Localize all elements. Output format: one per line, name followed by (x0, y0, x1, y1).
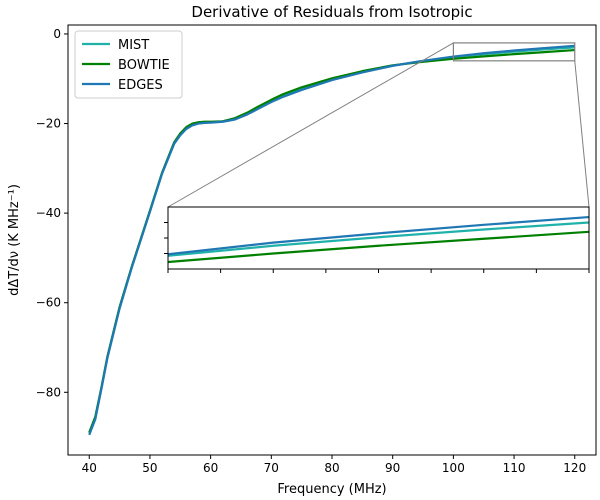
legend-label-edges: EDGES (118, 78, 163, 93)
x-axis-label: Frequency (MHz) (277, 482, 386, 497)
y-tick-label: −20 (36, 117, 61, 131)
inset-series-group (168, 215, 589, 264)
zoom-region-box (452, 42, 576, 62)
inset-series-line-mist (168, 221, 589, 257)
legend-box (74, 30, 183, 99)
y-tick-label: −60 (36, 296, 61, 310)
main-plot: 40 50 60 70 80 90 100 110 120 0 −20 −40 −60 −80 (36, 24, 597, 475)
x-tick-label: 40 (82, 461, 97, 475)
x-tick-label: 110 (503, 461, 526, 475)
legend-label-bowtie: BOWTIE (118, 58, 170, 73)
x-tick-label: 90 (385, 461, 400, 475)
x-tick-label: 70 (264, 461, 279, 475)
inset-plot (164, 206, 590, 273)
x-tick-label: 50 (142, 461, 157, 475)
x-tick-label: 100 (442, 461, 465, 475)
y-axis-label: dΔT/dν (K MHz⁻¹) (7, 184, 22, 296)
x-tick-label: 60 (203, 461, 218, 475)
inset-tick-group (164, 222, 590, 273)
x-tick-group: 40 50 60 70 80 90 100 110 120 (82, 455, 586, 475)
zoom-indicator (167, 42, 590, 208)
legend-label-mist: MIST (118, 38, 149, 53)
inset-series-line-edges (168, 215, 589, 256)
y-tick-group: 0 −20 −40 −60 −80 (36, 27, 68, 399)
y-tick-label: 0 (53, 27, 61, 41)
x-tick-label: 80 (324, 461, 339, 475)
y-tick-label: −40 (36, 206, 61, 220)
x-tick-label: 120 (563, 461, 586, 475)
chart-title: Derivative of Residuals from Isotropic (191, 3, 472, 21)
inset-series-line-bowtie (168, 230, 589, 264)
legend: MIST BOWTIE EDGES (74, 30, 183, 99)
y-tick-label: −80 (36, 385, 61, 399)
zoom-connector-left (167, 42, 454, 208)
zoom-connector-right (574, 60, 590, 208)
legend-items: MIST BOWTIE EDGES (82, 38, 170, 93)
